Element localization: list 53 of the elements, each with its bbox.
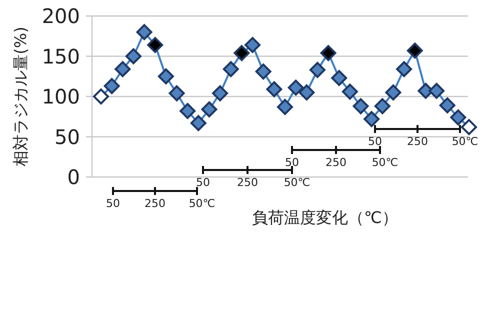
annotation: 50 [368, 135, 382, 148]
point [136, 24, 152, 40]
point [374, 98, 390, 114]
point [168, 85, 185, 102]
y-axis-title: 相対ラジカル量(%) [11, 26, 30, 166]
point [147, 36, 164, 53]
point [320, 45, 336, 62]
point [331, 70, 348, 86]
point [352, 98, 369, 114]
point [125, 48, 142, 64]
text: 250 [144, 197, 166, 210]
annotation: 50℃ [372, 156, 398, 169]
point [288, 80, 304, 96]
annotation: 50 [196, 176, 210, 189]
point [234, 45, 250, 62]
point [266, 81, 282, 98]
annotation: 250 [326, 156, 346, 169]
point [406, 42, 423, 59]
point [190, 115, 206, 132]
point [93, 88, 109, 104]
point [439, 97, 456, 114]
point [158, 68, 174, 84]
annotation: 50 [285, 156, 299, 169]
annotation: 50℃ [452, 135, 478, 148]
annotation: 250 [407, 135, 428, 148]
point [201, 101, 218, 118]
point [364, 111, 380, 128]
point [385, 84, 402, 100]
point [461, 119, 477, 136]
x-axis-title: 負荷温度変化（℃） [252, 208, 398, 227]
annotation: 250 [237, 176, 258, 189]
point [428, 82, 445, 99]
y-tick-label: 50 [54, 124, 80, 149]
point [450, 109, 466, 126]
point [309, 62, 326, 78]
annotation: 50℃ [284, 176, 310, 189]
point [104, 78, 120, 94]
point [277, 98, 293, 115]
text: 50℃ [188, 197, 216, 210]
point [244, 36, 261, 53]
text: 50 [106, 197, 120, 210]
point [298, 84, 315, 100]
point [222, 61, 239, 78]
y-tick-label: 0 [67, 165, 80, 189]
point [255, 64, 272, 80]
point [180, 102, 196, 119]
y-tick-label: 100 [42, 84, 80, 108]
point [342, 84, 358, 100]
point [114, 61, 131, 78]
y-tick-label: 150 [42, 44, 80, 68]
point [396, 61, 412, 78]
y-tick-label: 200 [42, 4, 80, 28]
point [212, 85, 228, 102]
